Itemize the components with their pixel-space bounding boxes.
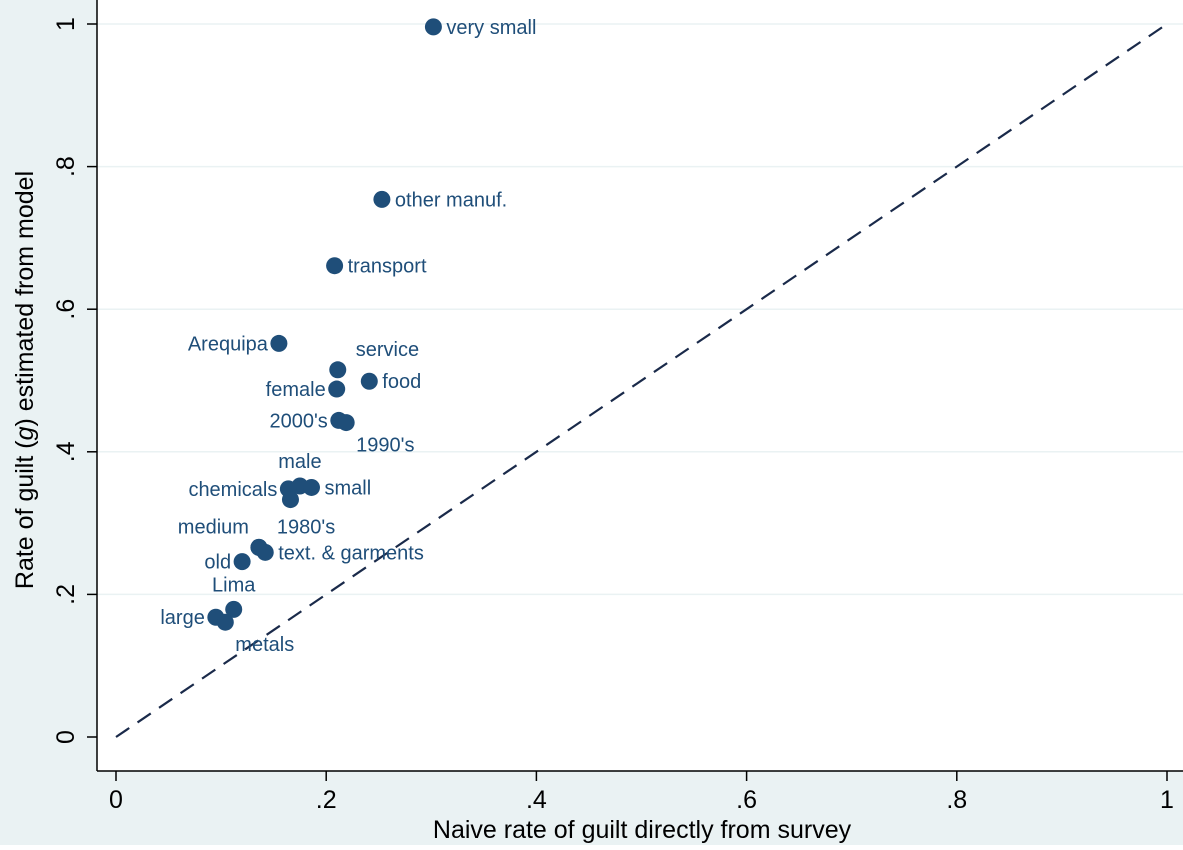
y-tick-label: .8 bbox=[52, 156, 80, 177]
data-point bbox=[281, 491, 299, 509]
data-point bbox=[328, 380, 346, 398]
data-point bbox=[233, 553, 251, 571]
x-tick-label: .4 bbox=[526, 786, 547, 814]
y-axis-label-part1: Rate of guilt ( bbox=[11, 440, 39, 589]
x-tick-label: 1 bbox=[1160, 786, 1174, 814]
data-label: 1980's bbox=[277, 516, 335, 538]
data-point bbox=[424, 18, 442, 36]
x-tick-label: .2 bbox=[316, 786, 337, 814]
data-label: Lima bbox=[212, 574, 256, 596]
data-label: metals bbox=[235, 634, 294, 656]
x-tick-label: .6 bbox=[736, 786, 757, 814]
data-point bbox=[302, 478, 320, 496]
y-tick-label: 0 bbox=[52, 730, 80, 744]
data-label: other manuf. bbox=[395, 189, 507, 211]
y-axis-label: Rate of guilt (g) estimated from model bbox=[11, 171, 39, 589]
data-point bbox=[326, 257, 344, 275]
y-axis-label-symbol: g bbox=[11, 426, 39, 440]
data-points bbox=[207, 18, 442, 631]
tick-labels: 0 .2 .4 .6 .8 1 0 .2 .4 .6 .8 1 bbox=[52, 17, 1174, 814]
axes bbox=[87, 0, 1183, 781]
data-label: Arequipa bbox=[188, 333, 269, 355]
reference-line-45deg bbox=[115, 23, 1168, 738]
y-tick-label: 1 bbox=[52, 17, 80, 31]
data-label: very small bbox=[446, 17, 536, 39]
data-point bbox=[373, 190, 391, 208]
x-tick-label: 0 bbox=[109, 786, 123, 814]
data-point bbox=[216, 613, 234, 631]
data-point bbox=[337, 414, 355, 432]
data-label: medium bbox=[178, 516, 249, 538]
data-label: female bbox=[266, 379, 326, 401]
gridlines bbox=[97, 23, 1183, 596]
x-axis-label: Naive rate of guilt directly from survey bbox=[433, 816, 852, 844]
data-label: service bbox=[356, 339, 419, 361]
y-tick-label: .4 bbox=[52, 441, 80, 462]
data-label: large bbox=[160, 607, 204, 629]
data-label: small bbox=[324, 477, 371, 499]
data-point bbox=[270, 334, 288, 352]
data-label: chemicals bbox=[188, 479, 277, 501]
data-label: old bbox=[204, 552, 231, 574]
data-labels: very small other manuf. transport Arequipa s… bbox=[160, 17, 536, 656]
data-label: male bbox=[278, 451, 321, 473]
plot-area bbox=[97, 0, 1183, 771]
y-axis-label-part2: ) estimated from model bbox=[11, 171, 39, 427]
data-label: food bbox=[382, 371, 421, 393]
data-point bbox=[360, 372, 378, 390]
y-tick-label: .2 bbox=[52, 584, 80, 605]
data-point bbox=[329, 361, 347, 379]
y-tick-label: .6 bbox=[52, 299, 80, 320]
data-label: 1990's bbox=[356, 435, 414, 457]
data-label: transport bbox=[348, 256, 427, 278]
data-point bbox=[256, 543, 274, 561]
data-label: text. & garments bbox=[278, 542, 424, 564]
data-point bbox=[225, 600, 243, 618]
x-tick-label: .8 bbox=[946, 786, 967, 814]
data-label: 2000's bbox=[269, 410, 327, 432]
